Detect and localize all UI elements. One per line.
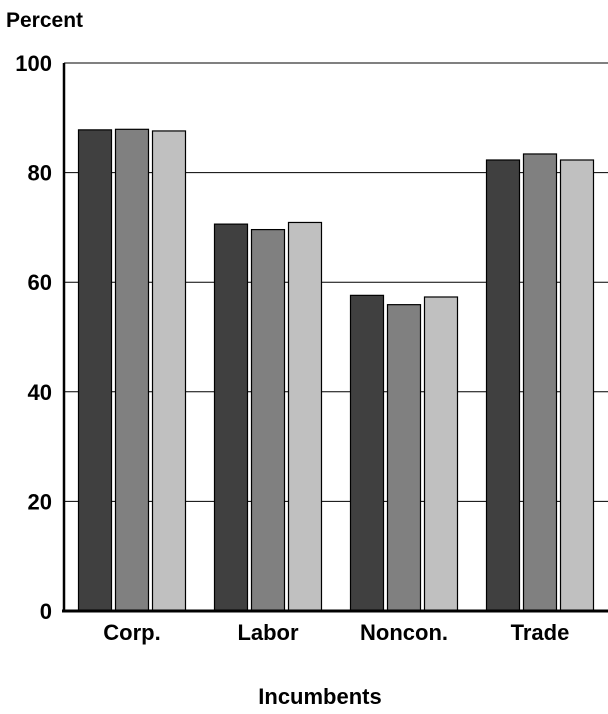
x-tick-label: Noncon. — [360, 620, 448, 645]
bars — [77, 128, 595, 612]
bar — [559, 159, 595, 612]
x-tick-label: Corp. — [103, 620, 160, 645]
y-tick-label: 80 — [28, 161, 52, 186]
y-tick-label: 40 — [28, 380, 52, 405]
x-tick-label: Trade — [511, 620, 570, 645]
axes — [62, 63, 608, 613]
y-tick-label: 0 — [40, 599, 52, 624]
x-tick-labels: Corp. Labor Noncon. Trade — [103, 620, 569, 645]
bar — [349, 294, 385, 612]
y-tick-label: 100 — [15, 51, 52, 76]
y-axis-title: Percent — [6, 9, 83, 32]
bar — [287, 221, 323, 612]
bar — [386, 304, 422, 612]
bar — [77, 129, 113, 612]
x-tick-label: Labor — [237, 620, 299, 645]
bar — [250, 228, 286, 612]
y-tick-label: 20 — [28, 489, 52, 514]
bar — [423, 296, 459, 612]
bar — [213, 223, 249, 612]
y-tick-labels: 0 20 40 60 80 100 — [15, 51, 52, 624]
bar — [485, 159, 521, 612]
bar — [522, 153, 558, 612]
x-axis-title: Incumbents — [258, 684, 381, 709]
y-tick-label: 60 — [28, 270, 52, 295]
bar — [151, 130, 187, 612]
bar — [114, 128, 150, 612]
